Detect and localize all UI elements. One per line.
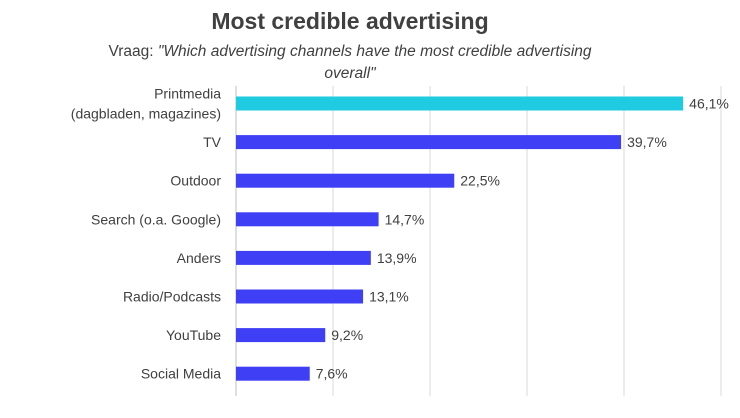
- value-label-5: 13,1%: [369, 289, 409, 305]
- value-label-1: 39,7%: [627, 134, 667, 150]
- labels: 46,1% Printmedia (dagbladen, magazines) 39,…: [71, 86, 729, 382]
- category-label-line: Printmedia: [154, 86, 221, 102]
- subtitle-question: "Which advertising channels have the mos…: [157, 43, 592, 82]
- category-label-7: Social Media: [141, 366, 221, 382]
- bar-5: [236, 289, 364, 304]
- category-label-4: Anders: [177, 250, 221, 266]
- chart-subtitle: Vraag: "Which advertising channels have …: [100, 41, 600, 85]
- bar-1: [236, 135, 622, 150]
- value-label-2: 22,5%: [460, 173, 500, 189]
- gridlines: [235, 86, 722, 396]
- bar-2: [236, 173, 455, 188]
- category-label-1: TV: [203, 134, 222, 150]
- value-label-3: 14,7%: [385, 211, 425, 227]
- value-label-6: 9,2%: [331, 327, 363, 343]
- bar-0: [236, 96, 684, 111]
- category-label-0: Printmedia (dagbladen, magazines): [71, 86, 221, 122]
- category-label-2: Outdoor: [170, 173, 221, 189]
- value-label-7: 7,6%: [316, 366, 348, 382]
- bar-3: [236, 212, 379, 227]
- chart-title: Most credible advertising: [211, 8, 489, 34]
- subtitle-prefix: Vraag:: [108, 43, 158, 60]
- bar-7: [236, 366, 310, 381]
- value-label-0: 46,1%: [689, 96, 729, 112]
- bars: [236, 96, 684, 381]
- category-label-line: (dagbladen, magazines): [71, 106, 221, 122]
- category-label-5: Radio/Podcasts: [123, 289, 221, 305]
- bar-4: [236, 250, 371, 265]
- category-label-3: Search (o.a. Google): [91, 211, 221, 227]
- category-label-6: YouTube: [166, 327, 221, 343]
- value-label-4: 13,9%: [377, 250, 417, 266]
- bar-6: [236, 328, 326, 343]
